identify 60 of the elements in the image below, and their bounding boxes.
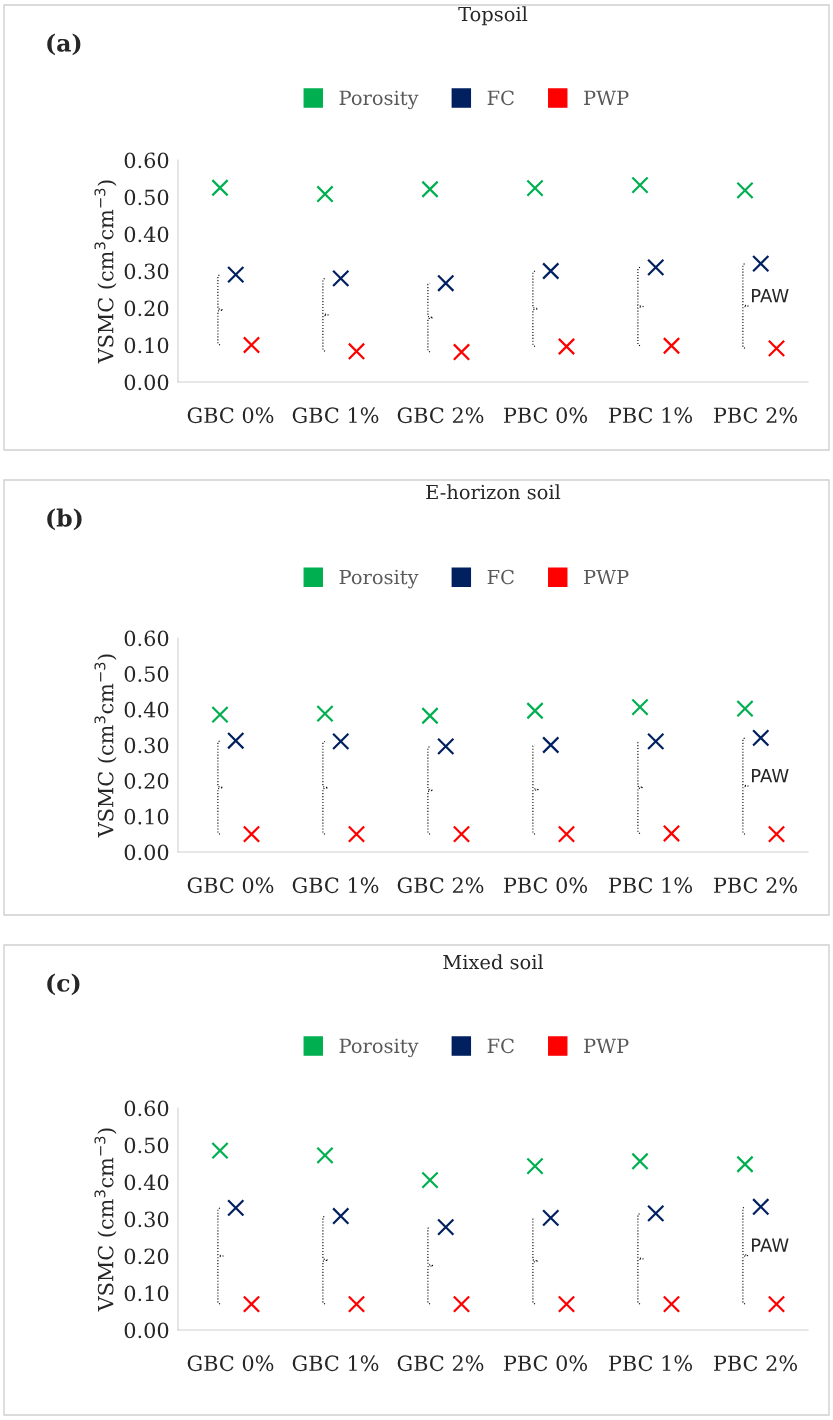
y-tick-label: 0.50: [124, 189, 169, 206]
text: (a): [47, 33, 81, 56]
y-tick-label: 0.60: [124, 630, 169, 647]
x-tick-label: GBC 0%: [187, 1355, 274, 1372]
x-tick-label: GBC 1%: [292, 407, 379, 424]
annotation: PAW: [752, 1238, 789, 1252]
y-tick-label: 0.00: [124, 1322, 169, 1339]
y-tick-label: 0.00: [124, 844, 169, 861]
x-tick-label: PBC 2%: [713, 877, 798, 894]
y-tick-label: 0.30: [124, 263, 169, 280]
y-tick-label: 0.10: [124, 337, 169, 354]
legend-label: Porosity: [339, 1038, 419, 1058]
x-tick-label: PBC 1%: [608, 1355, 693, 1372]
x-tick-label: PBC 1%: [608, 877, 693, 894]
x-tick-label: GBC 0%: [187, 407, 274, 424]
y-tick-label: 0.40: [124, 226, 169, 243]
y-tick-label: 0.30: [124, 1211, 169, 1228]
y-axis-title: VSMC (cm$^{3}$cm$^{−3}$): [94, 180, 117, 364]
y-tick-label: 0.20: [124, 300, 169, 317]
y-axis-title: VSMC (cm$^{3}$cm$^{−3}$): [94, 1128, 117, 1312]
legend-label: PWP: [584, 90, 629, 105]
y-tick-label: 0.40: [124, 701, 169, 718]
y-tick-label: 0.60: [124, 152, 169, 169]
x-tick-label: PBC 2%: [713, 1355, 798, 1372]
y-axis-title: VSMC (cm$^{3}$cm$^{−3}$): [94, 654, 117, 838]
y-tick-label: 0.50: [124, 666, 169, 682]
annotation: PAW: [752, 289, 789, 303]
legend-label: PWP: [584, 1038, 629, 1053]
y-tick-label: 0.10: [124, 808, 169, 825]
x-tick-label: PBC 0%: [503, 1355, 588, 1372]
chart-title: Mixed soil: [443, 954, 544, 970]
y-tick-label: 0.10: [124, 1285, 169, 1302]
x-tick-label: GBC 0%: [187, 877, 274, 894]
x-tick-label: PBC 1%: [608, 407, 693, 424]
chart-title: Topsoil: [458, 6, 528, 26]
y-tick-label: 0.30: [124, 737, 169, 754]
legend-label: Porosity: [339, 569, 419, 589]
y-tick-label: 0.00: [124, 374, 169, 391]
chart-title: E-horizon soil: [426, 484, 561, 500]
y-tick-label: 0.50: [124, 1137, 169, 1154]
x-tick-label: GBC 1%: [292, 1355, 379, 1372]
x-tick-label: PBC 0%: [503, 877, 588, 894]
x-tick-label: PBC 0%: [503, 407, 588, 424]
legend-label: PWP: [584, 569, 629, 585]
legend-label: FC: [487, 90, 514, 106]
legend-label: FC: [487, 1038, 514, 1054]
legend-label: Porosity: [339, 90, 419, 110]
x-tick-label: GBC 2%: [397, 877, 484, 894]
text: (b): [47, 508, 82, 531]
x-tick-label: GBC 1%: [292, 877, 379, 894]
y-tick-label: 0.40: [124, 1174, 169, 1191]
x-tick-label: PBC 2%: [713, 407, 798, 424]
x-tick-label: GBC 2%: [397, 1355, 484, 1372]
annotation: PAW: [752, 769, 789, 783]
legend-label: FC: [487, 569, 514, 585]
y-tick-label: 0.20: [124, 1248, 169, 1265]
y-tick-label: 0.20: [124, 773, 169, 789]
text: (c): [47, 973, 80, 996]
x-tick-label: GBC 2%: [397, 407, 484, 424]
y-tick-label: 0.60: [124, 1100, 169, 1117]
